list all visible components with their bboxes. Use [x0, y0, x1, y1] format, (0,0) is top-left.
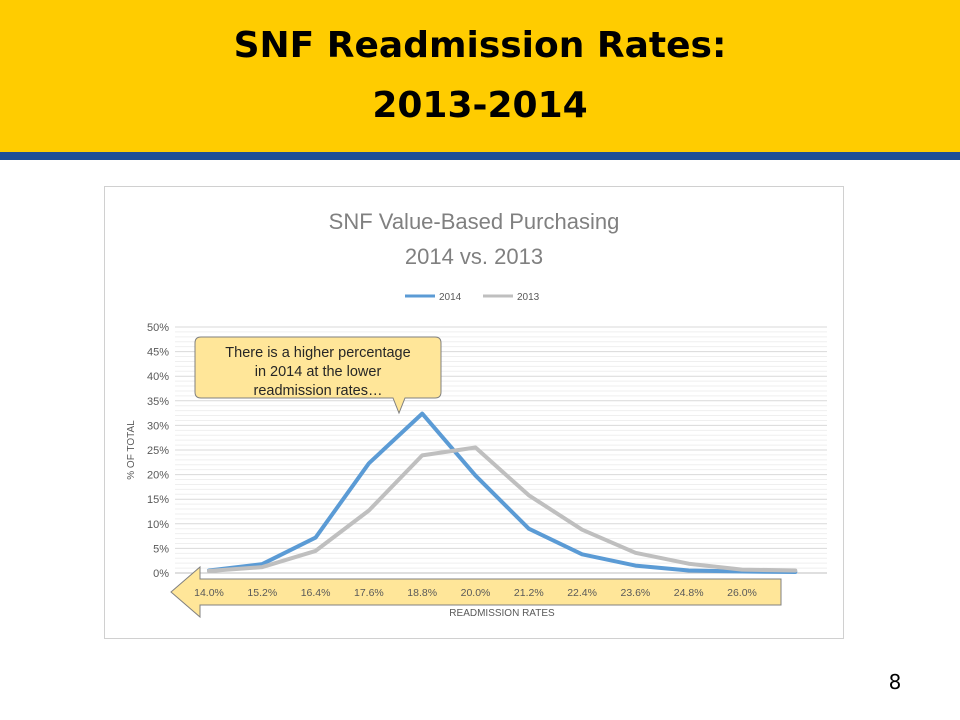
- annotation-callout: [194, 336, 442, 415]
- legend-label-2013: 2013: [517, 292, 540, 303]
- slide-title-line1: SNF Readmission Rates:: [233, 25, 727, 66]
- y-tick-label: 25%: [147, 445, 169, 457]
- x-tick-label: 15.2%: [247, 587, 277, 599]
- slide-title-line2: 2013-2014: [372, 85, 588, 126]
- y-tick-label: 0%: [153, 568, 169, 580]
- x-tick-label: 18.8%: [407, 587, 437, 599]
- annotation-text-line: in 2014 at the lower: [255, 364, 382, 380]
- x-tick-label: 14.0%: [194, 587, 224, 599]
- y-tick-label: 5%: [153, 543, 169, 555]
- y-tick-label: 50%: [147, 322, 169, 334]
- legend-label-2014: 2014: [439, 292, 462, 303]
- x-tick-label: 24.8%: [674, 587, 704, 599]
- x-tick-label: 21.2%: [514, 587, 544, 599]
- y-tick-label: 45%: [147, 347, 169, 359]
- x-tick-label: 17.6%: [354, 587, 384, 599]
- chart-frame: SNF Value-Based Purchasing 2014 vs. 2013 2…: [104, 186, 844, 639]
- chart-title: SNF Value-Based Purchasing: [329, 209, 620, 234]
- line-chart: SNF Value-Based Purchasing 2014 vs. 2013 2…: [126, 209, 827, 619]
- x-tick-label: 16.4%: [301, 587, 331, 599]
- annotation-text-line: readmission rates…: [254, 383, 383, 399]
- y-tick-label: 15%: [147, 494, 169, 506]
- page-number: 8: [888, 670, 902, 694]
- x-axis-arrow: [170, 565, 782, 619]
- chart-subtitle: 2014 vs. 2013: [405, 244, 543, 269]
- series-line-2014: [207, 411, 798, 574]
- annotation-text-line: There is a higher percentage: [225, 345, 410, 361]
- x-axis-label: READMISSION RATES: [449, 608, 555, 619]
- x-tick-label: 20.0%: [461, 587, 491, 599]
- title-banner: [0, 0, 960, 152]
- y-tick-label: 20%: [147, 470, 169, 482]
- banner-divider: [0, 152, 960, 160]
- series-line-2013: [207, 445, 798, 573]
- y-tick-label: 35%: [147, 396, 169, 408]
- y-axis-label: % OF TOTAL: [126, 420, 137, 480]
- x-tick-label: 23.6%: [621, 587, 651, 599]
- y-tick-label: 40%: [147, 371, 169, 383]
- x-tick-label: 26.0%: [727, 587, 757, 599]
- x-tick-label: 22.4%: [567, 587, 597, 599]
- y-tick-label: 30%: [147, 420, 169, 432]
- y-tick-label: 10%: [147, 519, 169, 531]
